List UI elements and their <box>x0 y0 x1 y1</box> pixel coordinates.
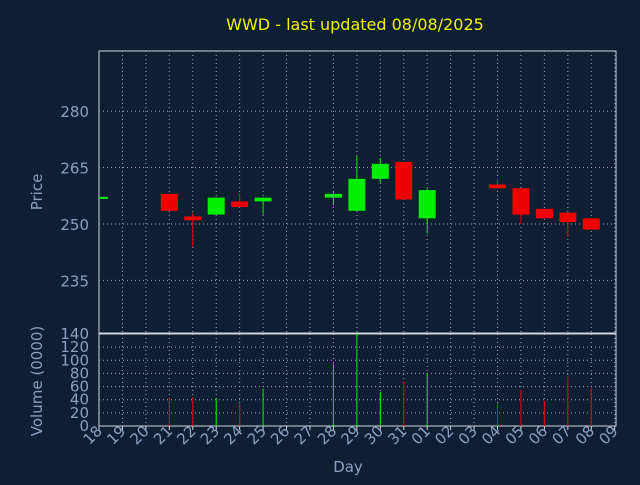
candle-04 <box>489 184 507 189</box>
candle-29 <box>348 178 366 211</box>
candle-24 <box>231 201 249 208</box>
candle-05 <box>512 188 530 215</box>
candle-30 <box>371 163 389 179</box>
price-tick-label: 265 <box>60 160 89 178</box>
price-frame <box>98 50 617 334</box>
price-axis-label: Price <box>28 174 46 211</box>
volume-tick-label: 40 <box>70 391 89 409</box>
price-tick-label: 280 <box>60 103 89 121</box>
candle-06 <box>535 208 553 219</box>
volume-axis-label: Volume (0000) <box>28 326 46 436</box>
candle-21 <box>160 193 178 211</box>
volume-frame <box>98 333 617 427</box>
volume-tick-label: 0 <box>79 417 89 435</box>
candle-31 <box>395 161 413 200</box>
volume-tick-label: 60 <box>70 378 89 396</box>
candle-22 <box>184 216 202 221</box>
candle-08 <box>582 218 600 230</box>
volume-tick-label: 20 <box>70 404 89 422</box>
candle-28 <box>324 193 342 198</box>
x-axis-label: Day <box>333 458 363 476</box>
candle-23 <box>207 197 225 215</box>
candle-25 <box>254 197 272 202</box>
candle-07 <box>559 212 577 223</box>
price-tick-label: 235 <box>60 272 89 290</box>
volume-tick-label: 80 <box>70 364 89 382</box>
volume-tick-label: 140 <box>60 325 89 343</box>
candle-18 <box>99 196 108 199</box>
volume-tick-label: 120 <box>60 338 89 356</box>
price-panel: 235 250 265 280 <box>60 50 617 334</box>
chart-title: WWD - last updated 08/08/2025 <box>226 15 484 34</box>
volume-tick-label: 100 <box>60 351 89 369</box>
candle-01 <box>418 190 436 219</box>
price-tick-label: 250 <box>60 216 89 234</box>
x-tick-labels: 1819202122232425262728293031010203040506… <box>80 422 622 448</box>
